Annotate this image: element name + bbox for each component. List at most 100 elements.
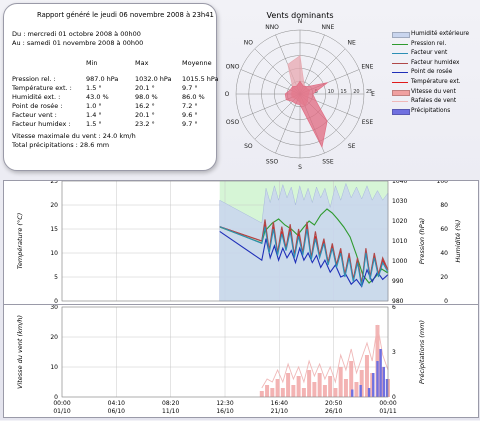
y-tick-label-pressure: 980 (392, 298, 404, 305)
legend-label: Température ext. (411, 79, 461, 85)
wind-speed-bar (333, 388, 338, 397)
plot-frame (61, 306, 389, 398)
wind-rose-chart: Vents dominants 5 10 15 20 25 N NNE NE ENE E ESE S… (225, 11, 375, 171)
precip-bar (359, 385, 362, 397)
y-tick-label-temp: 5 (54, 274, 58, 281)
y-tick-label-humidity: 20 (440, 274, 448, 281)
report-cell-min: 987.0 hPa (86, 75, 119, 83)
report-cell-label: Pression rel. : (12, 75, 56, 83)
rose-direction-label: SSO (266, 159, 279, 166)
legend-label: Facteur humidex (411, 59, 460, 66)
report-cell-min: 43.0 % (86, 93, 109, 101)
y-tick-label-temp: 15 (50, 226, 58, 233)
y-tick-label-humidity: 80 (440, 202, 448, 209)
y-tick-label-humidity: 60 (440, 226, 448, 233)
x-tick-date: 21/10 (271, 408, 288, 415)
report-cell-label: Facteur vent : (12, 111, 57, 119)
y-tick-label-wind: 0 (54, 394, 58, 401)
x-tick-hour: 00:00 (379, 400, 396, 407)
report-cell-min: 1.5 ° (86, 84, 102, 92)
x-tick-hour: 20:50 (325, 400, 342, 407)
y-tick-label-pressure: 1010 (392, 238, 407, 245)
rose-ring-label: 5 (315, 89, 318, 95)
report-cell-label: Point de rosée : (12, 102, 63, 110)
report-cell-max: 23.2 ° (135, 120, 155, 128)
report-cell-max: 98.0 % (135, 93, 158, 101)
y-axis-title-humidity: Humidité (%) (454, 220, 462, 263)
col-header-max: Max (135, 59, 149, 67)
col-header-avg: Moyenne (182, 59, 212, 67)
rose-direction-label: NNE (322, 24, 335, 31)
y-tick-label-precip: 0 (392, 394, 396, 401)
y-tick-label-pressure: 1030 (392, 198, 407, 205)
wind-speed-bar (270, 388, 275, 397)
report-cell-avg: 9.7 ° (182, 84, 198, 92)
wind-speed-bar (275, 379, 280, 397)
legend-label: Précipitations (411, 107, 451, 114)
legend-swatch (392, 89, 410, 96)
wind-speed-bar (286, 373, 291, 397)
report-cell-avg: 86.0 % (182, 93, 205, 101)
rose-title: Vents dominants (266, 11, 333, 20)
report-cell-min: 1.5 ° (86, 120, 102, 128)
rose-labels: N NNE NE ENE E ESE SE SSE S SSO SO OSO O ONO NO NNO (225, 18, 375, 171)
y-tick-label-temp: 0 (54, 298, 58, 305)
report-title: Rapport généré le jeudi 06 novembre 2008… (37, 11, 214, 19)
report-cell-avg: 1015.5 hPa (182, 75, 219, 83)
y-tick-label-precip: 3 (392, 349, 396, 356)
wind-speed-bar (317, 373, 322, 397)
wind-speed-bar (354, 382, 359, 397)
lower-chart-panel: 0 10 20 30 Vitesse du vent (km/h) 0 3 6 Précipit… (3, 304, 479, 418)
y-tick-label-pressure: 1000 (392, 258, 407, 265)
rose-direction-label: NE (347, 40, 355, 47)
rose-series (284, 55, 328, 149)
rose-direction-label: SE (348, 143, 356, 150)
x-tick-date: 06/10 (108, 408, 125, 415)
legend-label: Pression rel. (411, 40, 447, 47)
wind-speed-bar (280, 388, 285, 397)
precip-bar (376, 361, 379, 397)
x-tick-hour: 04:10 (108, 400, 125, 407)
report-cell-max: 20.1 ° (135, 84, 155, 92)
legend-swatch (392, 101, 408, 103)
wind-speed-bar (301, 388, 306, 397)
precip-bar (367, 388, 371, 397)
rose-direction-label: NNO (265, 24, 279, 31)
legend-label: Vitesse du vent (411, 88, 456, 95)
report-cell-max: 20.1 ° (135, 111, 155, 119)
rose-ring-label: 20 (353, 89, 359, 95)
total-precip-text: Total précipitations : 28.6 mm (12, 141, 110, 149)
y-tick-label-temp: 20 (50, 202, 58, 209)
wind-speed-bar (359, 370, 364, 397)
rose-direction-label: S (298, 164, 302, 171)
report-panel: Rapport généré le jeudi 06 novembre 2008… (3, 3, 219, 171)
report-cell-max: 16.2 ° (135, 102, 155, 110)
legend-swatch (392, 82, 408, 83)
wind-speed-bar (343, 379, 348, 397)
report-cell-max: 1032.0 hPa (135, 75, 172, 83)
x-tick-hour: 16:40 (271, 400, 288, 407)
legend-swatch (392, 108, 410, 115)
precip-bar (379, 349, 382, 397)
report-cell-avg: 9.6 ° (182, 111, 198, 119)
wind-speed-bar (364, 355, 369, 397)
col-header-min: Min (86, 59, 98, 67)
rose-direction-label: ENE (361, 63, 373, 70)
rose-direction-label: ESE (362, 119, 374, 126)
report-cell-label: Facteur humidex : (12, 120, 71, 128)
legend-swatch (392, 72, 408, 74)
rose-direction-label: ONO (226, 63, 240, 70)
x-tick-hour: 00:00 (53, 400, 70, 407)
legend-swatch (392, 32, 410, 38)
wind-speed-bar (328, 376, 333, 397)
y-tick-label-wind: 20 (50, 334, 58, 341)
y-tick-label-pressure: 990 (392, 278, 404, 285)
series-line (219, 226, 389, 287)
plot-frame (61, 180, 389, 302)
legend-swatch (392, 43, 408, 45)
wind-speed-bar (265, 385, 270, 397)
legend-swatch (392, 62, 408, 64)
precip-bar (385, 379, 389, 397)
x-tick-date: 26/10 (325, 408, 342, 415)
